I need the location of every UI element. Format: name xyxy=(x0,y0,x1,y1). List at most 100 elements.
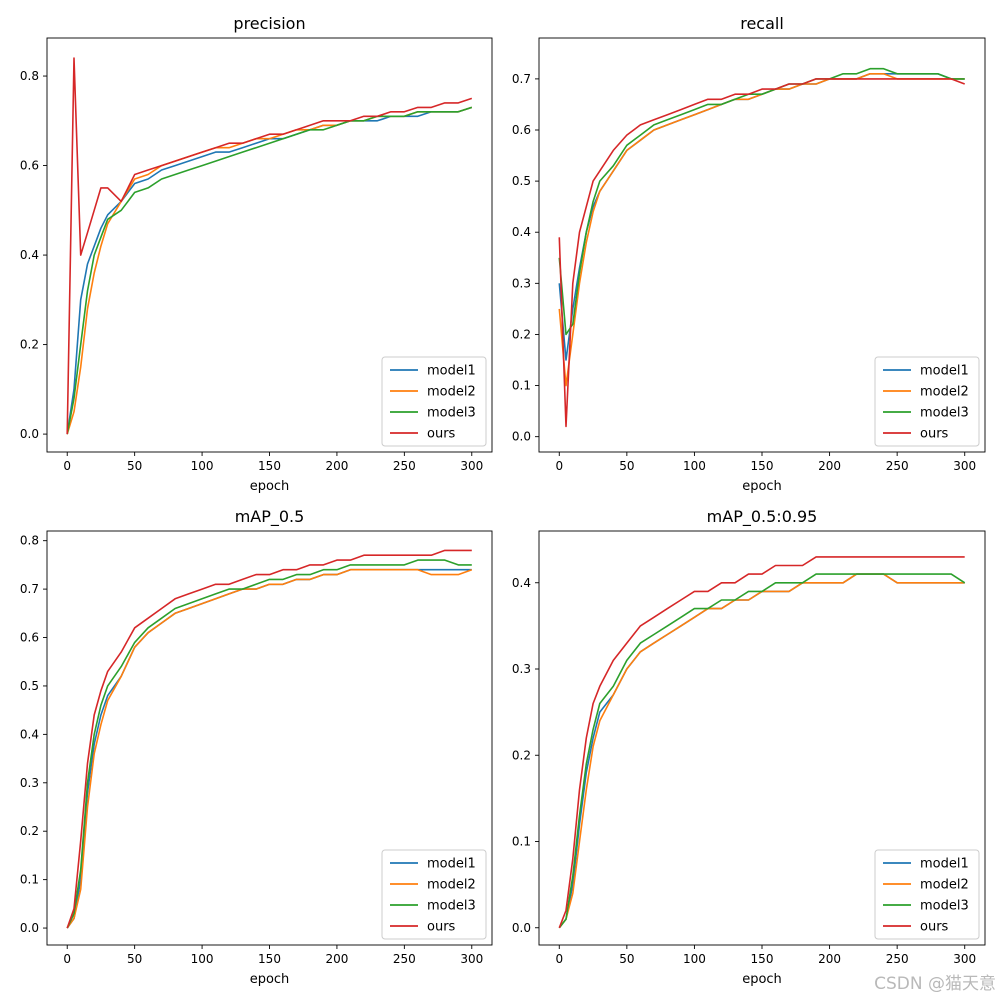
chart-3-xtick-label-50: 50 xyxy=(619,952,634,966)
chart-0-legend-box xyxy=(381,356,487,447)
chart-0-xtick-label-100: 100 xyxy=(191,459,214,473)
chart-1-xtick-label-250: 250 xyxy=(886,459,909,473)
chart-2-ytick-label-6: 0.6 xyxy=(20,631,39,645)
chart-2-legend-label-model2: model2 xyxy=(427,878,476,893)
chart-2-xtick-label-100: 100 xyxy=(191,952,214,966)
chart-1-ytick-label-0: 0.0 xyxy=(512,430,531,444)
chart-2-xtick-label-200: 200 xyxy=(325,952,348,966)
chart-0-ytick-label-0: 0.0 xyxy=(20,427,39,441)
chart-3-xtick-label-0: 0 xyxy=(555,952,563,966)
chart-3-xtick-label-100: 100 xyxy=(683,952,706,966)
chart-3-xtick-label-200: 200 xyxy=(818,952,841,966)
chart-3-legend: model1 model2 model3 ours xyxy=(874,849,980,940)
chart-1-ytick-label-1: 0.1 xyxy=(512,379,531,393)
chart-3-xtick-label-150: 150 xyxy=(751,952,774,966)
chart-2-ytick-label-2: 0.2 xyxy=(20,824,39,838)
chart-0-xtick-label-250: 250 xyxy=(393,459,416,473)
chart-2-xtick-label-50: 50 xyxy=(127,952,142,966)
chart-2-ytick-label-0: 0.0 xyxy=(20,921,39,935)
chart-0-xtick-label-0: 0 xyxy=(63,459,71,473)
chart-2-legend-label-ours: ours xyxy=(427,920,456,935)
chart-2-xtick-label-300: 300 xyxy=(460,952,483,966)
chart-2-legend-label-model3: model3 xyxy=(427,899,476,914)
chart-0-series-model3-line xyxy=(66,106,473,435)
chart-1-xtick-label-200: 200 xyxy=(818,459,841,473)
chart-0-xlabel: epoch xyxy=(250,479,290,494)
chart-2-ytick-label-3: 0.3 xyxy=(20,776,39,790)
chart-0-legend: model1 model2 model3 ours xyxy=(381,356,487,447)
chart-3-series-ours-line xyxy=(558,556,965,929)
chart-1-legend-label-model1: model1 xyxy=(920,364,969,379)
chart-1-series-ours-line xyxy=(558,78,965,428)
chart-3-legend-label-model1: model1 xyxy=(920,857,969,872)
chart-3-xlabel: epoch xyxy=(742,972,782,987)
chart-1-legend-box xyxy=(874,356,980,447)
chart-2-map-0-5-panel: mAP_0.5 0 50 100 150 200 250 300 0.0 0.1 0.2 0.3 0.4… xyxy=(20,507,493,987)
chart-1-ytick-label-4: 0.4 xyxy=(512,225,531,239)
watermark: CSDN @猫天意 xyxy=(874,974,996,994)
chart-1-ytick-label-7: 0.7 xyxy=(512,72,531,86)
chart-1-series-model3-line xyxy=(558,67,965,336)
chart-1-series-model2-line xyxy=(558,73,965,387)
chart-0-legend-label-model3: model3 xyxy=(427,406,476,421)
chart-2-xtick-label-150: 150 xyxy=(258,952,281,966)
chart-3-series-model3-line xyxy=(558,573,966,929)
chart-0-xtick-label-150: 150 xyxy=(258,459,281,473)
chart-1-xlabel: epoch xyxy=(742,479,782,494)
chart-2-series-model3-line xyxy=(66,559,472,929)
chart-2-xtick-label-0: 0 xyxy=(63,952,71,966)
chart-2-series-ours-line xyxy=(66,549,472,929)
chart-1-legend: model1 model2 model3 ours xyxy=(874,356,980,447)
chart-2-legend-box xyxy=(381,849,487,940)
chart-3-ytick-label-1: 0.1 xyxy=(512,835,531,849)
chart-0-legend-label-ours: ours xyxy=(427,427,456,442)
chart-3-legend-label-model2: model2 xyxy=(920,878,969,893)
chart-1-legend-label-model2: model2 xyxy=(920,385,969,400)
chart-1-ytick-label-6: 0.6 xyxy=(512,123,531,137)
chart-1-xtick-label-150: 150 xyxy=(751,459,774,473)
chart-0-ytick-label-2: 0.4 xyxy=(20,248,39,262)
chart-0-xtick-label-50: 50 xyxy=(127,459,142,473)
chart-1-xtick-label-300: 300 xyxy=(953,459,976,473)
chart-3-ytick-label-4: 0.4 xyxy=(512,576,531,590)
chart-1-xtick-label-0: 0 xyxy=(555,459,563,473)
chart-3-legend-label-model3: model3 xyxy=(920,899,969,914)
chart-0-title: precision xyxy=(233,14,305,33)
chart-2-legend: model1 model2 model3 ours xyxy=(381,849,487,940)
chart-1-recall-panel: recall 0 50 100 150 200 250 300 0.0 0.1 0.2 0.3 0.4 0… xyxy=(512,14,986,494)
chart-2-title: mAP_0.5 xyxy=(235,507,305,527)
chart-2-ytick-label-5: 0.5 xyxy=(20,679,39,693)
chart-0-legend-label-model2: model2 xyxy=(427,385,476,400)
chart-3-xtick-label-250: 250 xyxy=(886,952,909,966)
chart-1-ytick-label-2: 0.2 xyxy=(512,327,531,341)
chart-1-ytick-label-5: 0.5 xyxy=(512,174,531,188)
chart-1-legend-label-ours: ours xyxy=(920,427,949,442)
chart-0-ytick-label-4: 0.8 xyxy=(20,69,39,83)
chart-0-xtick-label-300: 300 xyxy=(460,459,483,473)
chart-0-precision-panel: precision 0 50 100 150 200 250 300 0.0 0.2 0.4 0.6 0… xyxy=(20,14,493,494)
chart-0-xtick-label-200: 200 xyxy=(325,459,348,473)
chart-2-ytick-label-1: 0.1 xyxy=(20,873,39,887)
chart-1-ytick-label-3: 0.3 xyxy=(512,276,531,290)
chart-2-ytick-label-7: 0.7 xyxy=(20,582,39,596)
chart-2-ytick-label-4: 0.4 xyxy=(20,727,39,741)
chart-3-xtick-label-300: 300 xyxy=(953,952,976,966)
chart-2-xtick-label-250: 250 xyxy=(393,952,416,966)
chart-3-legend-label-ours: ours xyxy=(920,920,949,935)
chart-1-xtick-label-100: 100 xyxy=(683,459,706,473)
chart-3-title: mAP_0.5:0.95 xyxy=(707,507,818,527)
chart-0-ytick-label-1: 0.2 xyxy=(20,338,39,352)
chart-3-map-0-5-0-95-panel: mAP_0.5:0.95 0 50 100 150 200 250 300 0.0 0.1 0.2 0… xyxy=(512,507,986,987)
chart-1-xtick-label-50: 50 xyxy=(619,459,634,473)
chart-0-legend-label-model1: model1 xyxy=(427,364,476,379)
chart-1-title: recall xyxy=(740,14,784,33)
chart-1-legend-label-model3: model3 xyxy=(920,406,969,421)
chart-3-ytick-label-0: 0.0 xyxy=(512,921,531,935)
chart-2-series-model2-line xyxy=(66,568,473,929)
chart-3-series-model2-line xyxy=(558,573,965,929)
chart-2-xlabel: epoch xyxy=(250,972,290,987)
chart-3-ytick-label-2: 0.2 xyxy=(512,748,531,762)
chart-3-ytick-label-3: 0.3 xyxy=(512,662,531,676)
chart-0-series-ours-line xyxy=(66,57,473,435)
